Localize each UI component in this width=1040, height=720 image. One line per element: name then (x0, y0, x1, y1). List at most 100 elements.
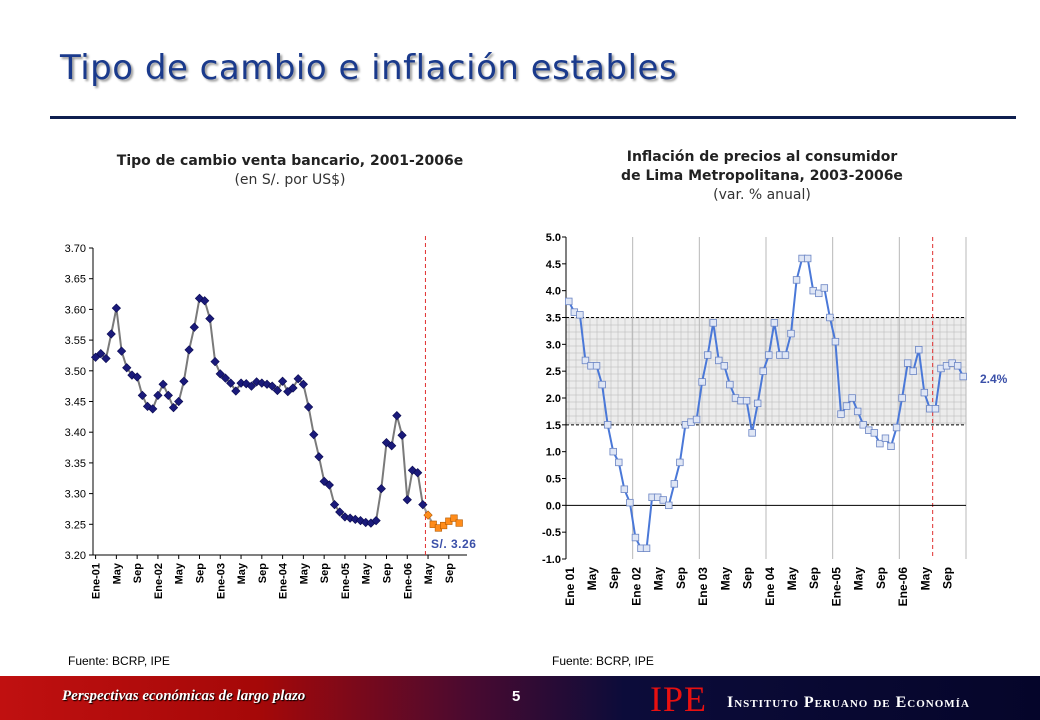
y-tick-label: 3.5 (546, 313, 561, 325)
y-tick-label: 3.35 (65, 458, 86, 470)
data-point-actual (210, 356, 220, 367)
data-point-forecast (429, 520, 437, 528)
data-point (831, 337, 840, 346)
data-point (759, 367, 767, 375)
data-point-actual (220, 373, 231, 383)
x-tick-label: Ene 01 (563, 567, 577, 606)
data-point-forecast (423, 510, 433, 520)
y-tick-label: 4.5 (546, 259, 561, 271)
x-tick-label: Sep (132, 563, 144, 583)
x-tick-label: Sep (381, 563, 393, 583)
data-point-actual (96, 348, 106, 359)
x-tick-label: Ene-05 (829, 567, 843, 607)
data-point-actual (205, 313, 215, 324)
y-tick-label: 3.0 (546, 339, 561, 351)
x-tick-label: Ene-05 (340, 563, 352, 599)
data-point (848, 394, 856, 402)
data-point (815, 289, 823, 298)
data-point-actual (241, 379, 251, 389)
data-point (720, 362, 729, 370)
y-tick-label: 0.0 (546, 500, 561, 512)
ipe-logo: IPE (650, 679, 707, 719)
x-tick-label: Ene-04 (278, 562, 290, 599)
inflation-chart: 5.0 4.5 4.0 3.5 3.0 2.5 2.0 1.5 1.0 0.5 0.0 -0.5 -1.… (542, 232, 1008, 607)
data-point (898, 394, 906, 402)
data-point (603, 421, 612, 429)
footer-bar (0, 676, 1040, 720)
data-point (753, 399, 762, 408)
data-point (915, 346, 923, 354)
data-point-actual (246, 381, 257, 391)
y-tick-label: 1.5 (546, 420, 561, 432)
data-point-actual (184, 345, 194, 355)
data-point (715, 356, 723, 365)
data-point-actual (314, 452, 324, 462)
data-point-actual (413, 468, 423, 478)
data-point (892, 423, 901, 432)
data-point (703, 351, 712, 359)
data-point-actual (148, 404, 158, 414)
data-point (592, 362, 601, 370)
data-point (787, 329, 795, 338)
data-point-actual (402, 495, 412, 505)
chart1-title-block: Tipo de cambio venta bancario, 2001-2006… (40, 152, 540, 190)
x-tick-label: May (652, 567, 666, 591)
data-point (876, 439, 884, 448)
x-tick-label: Ene-01 (91, 563, 103, 599)
data-point-actual (329, 500, 340, 510)
x-tick-label: May (236, 562, 248, 584)
y-tick-label: -1.0 (542, 554, 561, 566)
data-point-actual (189, 322, 199, 332)
data-point-actual (122, 363, 132, 373)
x-tick-label: Ene 02 (629, 567, 643, 606)
y-tick-label: 4.0 (546, 286, 561, 298)
data-point (676, 458, 684, 467)
chart2-title: Inflación de precios al consumidor (626, 149, 898, 165)
x-tick-label: Sep (257, 563, 269, 583)
y-tick-label: 1.0 (546, 447, 561, 459)
footer-caption: Perspectivas económicas de largo plazo (62, 688, 306, 704)
data-point-actual (335, 507, 345, 517)
data-point-actual (101, 353, 111, 364)
data-point-forecast (455, 519, 463, 527)
data-point-actual (392, 410, 402, 421)
data-point-actual (298, 379, 308, 389)
x-tick-label: May (111, 562, 123, 584)
data-point (581, 356, 590, 365)
data-point (837, 410, 845, 418)
data-point (620, 485, 629, 493)
data-point (931, 405, 940, 413)
exchange-rate-annotation: S/. 3.26 (431, 537, 476, 551)
data-point-actual (303, 402, 314, 412)
data-point (576, 311, 584, 319)
data-point-actual (200, 296, 210, 306)
x-tick-label: Sep (319, 563, 331, 583)
data-point-actual (116, 346, 127, 356)
x-tick-label: Sep (607, 567, 621, 589)
data-point (631, 533, 640, 542)
data-point-actual (319, 476, 329, 486)
data-point (826, 313, 834, 322)
data-point (820, 284, 829, 292)
data-point (853, 407, 862, 416)
y-tick-label: 5.0 (546, 232, 561, 244)
x-tick-label: Sep (674, 567, 688, 589)
x-tick-label: Sep (807, 567, 821, 589)
y-tick-label: 3.60 (65, 304, 86, 316)
x-tick-label: Ene-02 (153, 563, 165, 599)
data-point (626, 498, 634, 507)
chart2-title-line2: de Lima Metropolitana, 2003-2006e (621, 168, 903, 184)
data-point-actual (111, 303, 121, 313)
inflation-line (567, 257, 965, 550)
data-point (726, 380, 734, 389)
data-point (881, 434, 890, 442)
exchange-rate-chart: 3.70 3.65 3.60 3.55 3.50 3.45 3.40 3.35 3.30 3.25… (65, 236, 476, 599)
ipe-logo-text: Instituto Peruano de Economía (727, 694, 970, 711)
data-point (709, 319, 717, 327)
x-tick-label: May (585, 567, 599, 591)
data-point-actual (158, 379, 168, 389)
data-point-actual (179, 376, 189, 386)
data-point-actual (215, 369, 225, 379)
data-point (659, 496, 667, 504)
data-point-actual (153, 390, 163, 400)
